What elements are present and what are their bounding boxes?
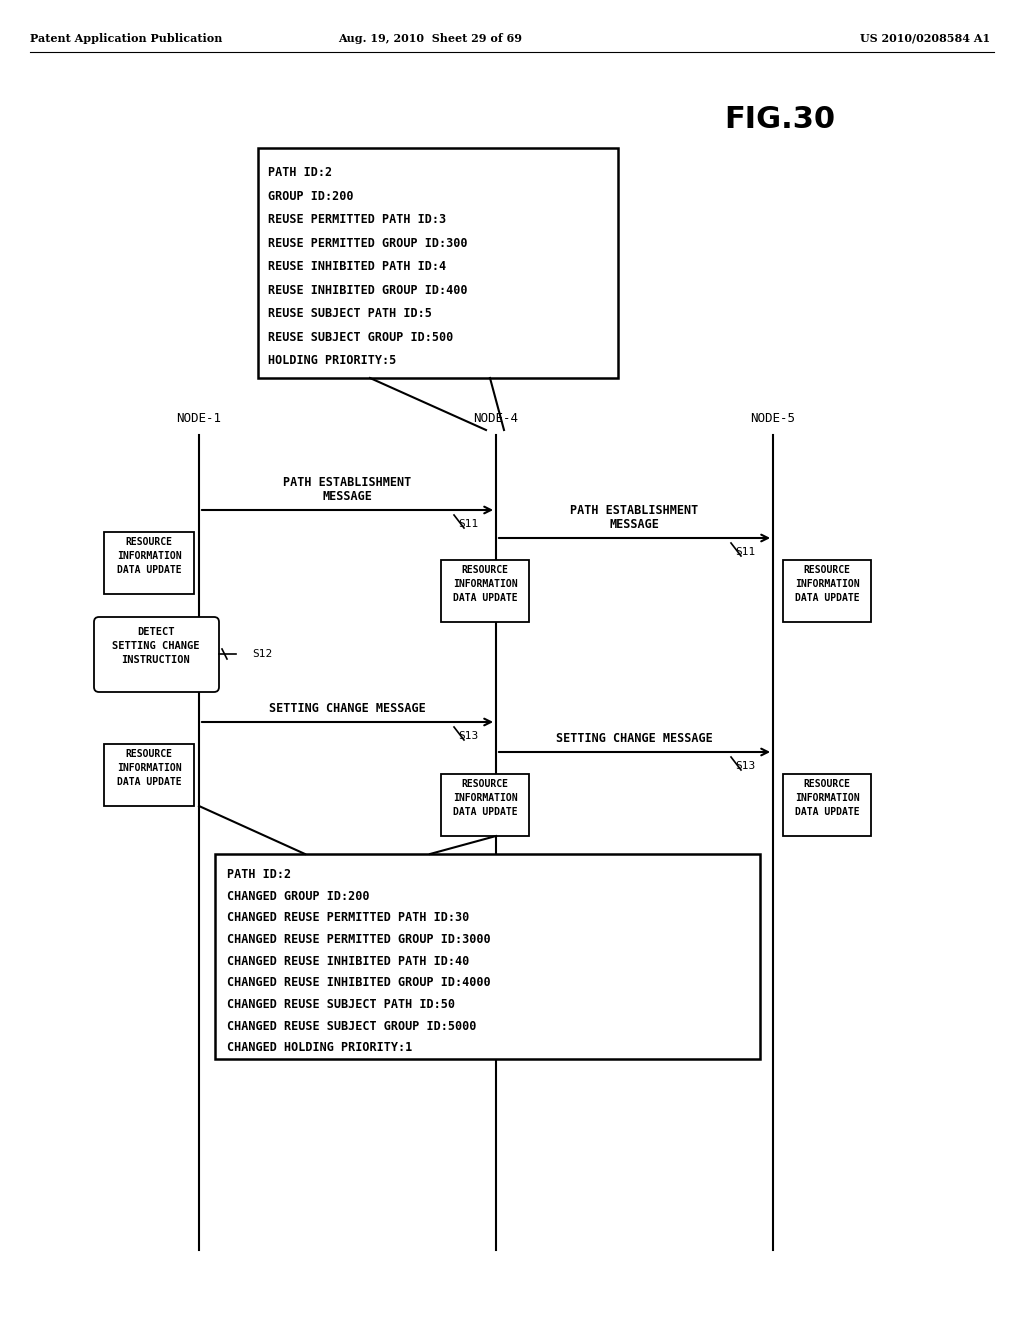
Text: INFORMATION: INFORMATION bbox=[795, 793, 859, 803]
Text: RESOURCE: RESOURCE bbox=[804, 565, 851, 576]
Text: NODE-5: NODE-5 bbox=[751, 412, 796, 425]
Text: RESOURCE: RESOURCE bbox=[804, 779, 851, 789]
Text: SETTING CHANGE MESSAGE: SETTING CHANGE MESSAGE bbox=[268, 702, 425, 715]
Text: CHANGED REUSE INHIBITED PATH ID:40: CHANGED REUSE INHIBITED PATH ID:40 bbox=[227, 954, 469, 968]
Text: Aug. 19, 2010  Sheet 29 of 69: Aug. 19, 2010 Sheet 29 of 69 bbox=[338, 33, 522, 44]
Bar bbox=[441, 560, 529, 622]
Text: DETECT: DETECT bbox=[137, 627, 175, 638]
Bar bbox=[783, 774, 871, 836]
Text: REUSE PERMITTED PATH ID:3: REUSE PERMITTED PATH ID:3 bbox=[268, 213, 446, 226]
Text: INSTRUCTION: INSTRUCTION bbox=[122, 655, 190, 665]
Text: MESSAGE: MESSAGE bbox=[609, 519, 658, 532]
Text: PATH ESTABLISHMENT: PATH ESTABLISHMENT bbox=[570, 503, 698, 516]
Text: DATA UPDATE: DATA UPDATE bbox=[117, 565, 181, 576]
Text: CHANGED GROUP ID:200: CHANGED GROUP ID:200 bbox=[227, 890, 370, 903]
Bar bbox=[104, 744, 194, 807]
Text: CHANGED REUSE INHIBITED GROUP ID:4000: CHANGED REUSE INHIBITED GROUP ID:4000 bbox=[227, 977, 490, 989]
Text: NODE-1: NODE-1 bbox=[176, 412, 221, 425]
Text: DATA UPDATE: DATA UPDATE bbox=[453, 807, 517, 817]
Text: DATA UPDATE: DATA UPDATE bbox=[117, 777, 181, 787]
Text: RESOURCE: RESOURCE bbox=[462, 565, 509, 576]
Text: DATA UPDATE: DATA UPDATE bbox=[795, 593, 859, 603]
Text: SETTING CHANGE: SETTING CHANGE bbox=[113, 642, 200, 651]
Text: S13: S13 bbox=[735, 762, 755, 771]
Text: S13: S13 bbox=[458, 731, 478, 741]
Text: REUSE SUBJECT PATH ID:5: REUSE SUBJECT PATH ID:5 bbox=[268, 308, 432, 321]
Text: HOLDING PRIORITY:5: HOLDING PRIORITY:5 bbox=[268, 355, 396, 367]
Text: S12: S12 bbox=[252, 649, 272, 659]
Text: PATH ESTABLISHMENT: PATH ESTABLISHMENT bbox=[283, 475, 411, 488]
Bar bbox=[215, 854, 760, 1059]
Text: PATH ID:2: PATH ID:2 bbox=[268, 166, 332, 180]
Bar bbox=[783, 560, 871, 622]
Text: S11: S11 bbox=[735, 546, 755, 557]
Text: DATA UPDATE: DATA UPDATE bbox=[795, 807, 859, 817]
Text: REUSE INHIBITED GROUP ID:400: REUSE INHIBITED GROUP ID:400 bbox=[268, 284, 468, 297]
Bar bbox=[104, 532, 194, 594]
Text: FIG.30: FIG.30 bbox=[724, 106, 836, 135]
Text: RESOURCE: RESOURCE bbox=[126, 537, 172, 546]
Text: RESOURCE: RESOURCE bbox=[462, 779, 509, 789]
Text: REUSE SUBJECT GROUP ID:500: REUSE SUBJECT GROUP ID:500 bbox=[268, 331, 454, 345]
Text: SETTING CHANGE MESSAGE: SETTING CHANGE MESSAGE bbox=[556, 733, 713, 746]
Text: DATA UPDATE: DATA UPDATE bbox=[453, 593, 517, 603]
Text: CHANGED REUSE PERMITTED GROUP ID:3000: CHANGED REUSE PERMITTED GROUP ID:3000 bbox=[227, 933, 490, 946]
Text: INFORMATION: INFORMATION bbox=[453, 579, 517, 589]
Bar bbox=[441, 774, 529, 836]
Text: RESOURCE: RESOURCE bbox=[126, 748, 172, 759]
Text: INFORMATION: INFORMATION bbox=[795, 579, 859, 589]
Text: MESSAGE: MESSAGE bbox=[323, 491, 372, 503]
Text: PATH ID:2: PATH ID:2 bbox=[227, 869, 291, 880]
Text: NODE-4: NODE-4 bbox=[473, 412, 518, 425]
Text: REUSE PERMITTED GROUP ID:300: REUSE PERMITTED GROUP ID:300 bbox=[268, 236, 468, 249]
Text: CHANGED REUSE SUBJECT GROUP ID:5000: CHANGED REUSE SUBJECT GROUP ID:5000 bbox=[227, 1019, 476, 1032]
Text: Patent Application Publication: Patent Application Publication bbox=[30, 33, 222, 44]
Text: GROUP ID:200: GROUP ID:200 bbox=[268, 190, 353, 202]
Text: CHANGED HOLDING PRIORITY:1: CHANGED HOLDING PRIORITY:1 bbox=[227, 1041, 413, 1055]
Text: INFORMATION: INFORMATION bbox=[117, 763, 181, 774]
Text: US 2010/0208584 A1: US 2010/0208584 A1 bbox=[860, 33, 990, 44]
FancyBboxPatch shape bbox=[94, 616, 219, 692]
Text: CHANGED REUSE SUBJECT PATH ID:50: CHANGED REUSE SUBJECT PATH ID:50 bbox=[227, 998, 455, 1011]
Text: CHANGED REUSE PERMITTED PATH ID:30: CHANGED REUSE PERMITTED PATH ID:30 bbox=[227, 911, 469, 924]
Text: S11: S11 bbox=[458, 519, 478, 529]
Text: INFORMATION: INFORMATION bbox=[117, 550, 181, 561]
Bar bbox=[258, 148, 618, 378]
Text: REUSE INHIBITED PATH ID:4: REUSE INHIBITED PATH ID:4 bbox=[268, 260, 446, 273]
Text: INFORMATION: INFORMATION bbox=[453, 793, 517, 803]
